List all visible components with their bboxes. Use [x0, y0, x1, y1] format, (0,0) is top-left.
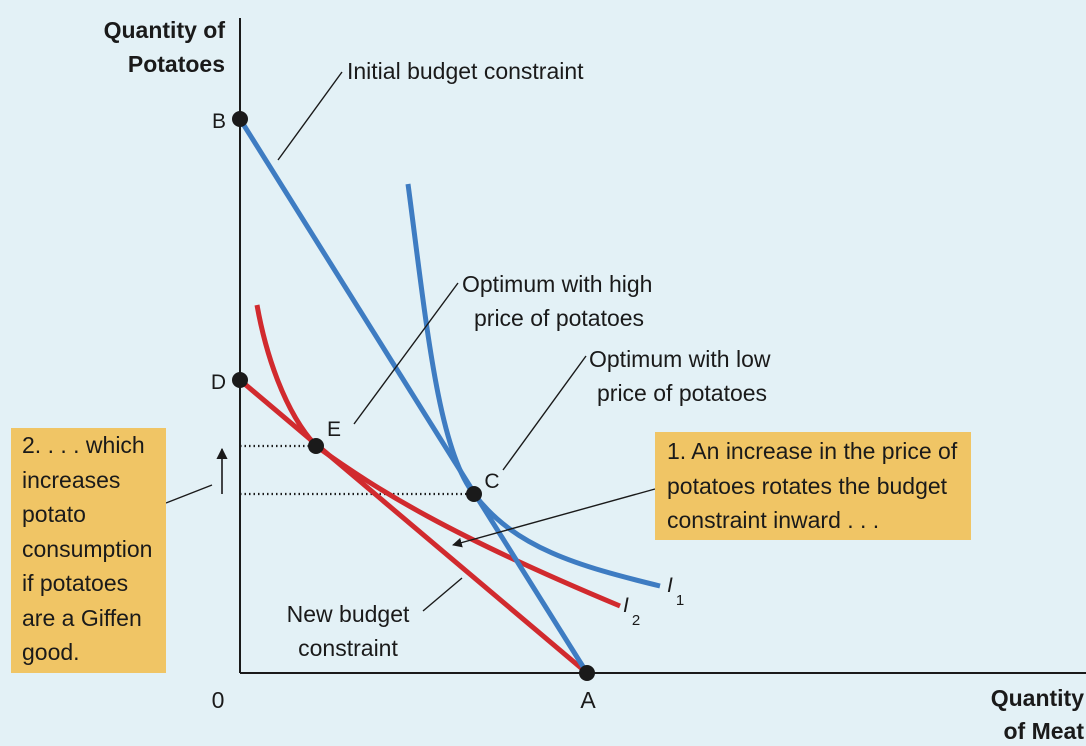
price-increase-callout-box: 1. An increase in the price of potatoes … — [655, 432, 971, 540]
new-budget-label-line2: constraint — [298, 635, 398, 661]
y-axis-title-line2: Potatoes — [128, 51, 225, 77]
giffen-callout-box: 2. . . . which increases potato consumpt… — [11, 428, 166, 673]
new-budget-label-line1: New budget — [287, 601, 410, 627]
increase-callout-line: constraint inward . . . — [667, 507, 880, 533]
optimum-low-label-line2: price of potatoes — [597, 380, 767, 406]
x-axis-title-line1: Quantity — [991, 685, 1084, 711]
point-c — [466, 486, 482, 502]
i2-letter: I — [623, 594, 629, 617]
initial-budget-line — [237, 117, 590, 675]
i2-subscript: 2 — [632, 612, 640, 629]
point-d-label: D — [211, 371, 226, 394]
i1-letter: I — [667, 574, 673, 597]
y-axis-title-line1: Quantity of — [104, 17, 226, 43]
increase-callout-line: potatoes rotates the budget — [667, 472, 948, 499]
point-c-label: C — [484, 470, 499, 493]
point-e-label: E — [327, 418, 341, 441]
optimum-low-label-line1: Optimum with low — [589, 346, 771, 372]
point-b-label: B — [212, 110, 226, 133]
rotation-arrow — [452, 488, 656, 548]
x-axis-title-line2: of Meat — [1004, 718, 1085, 744]
point-e — [308, 438, 324, 454]
point-a-label: A — [580, 687, 596, 713]
new-budget-line — [238, 378, 589, 675]
point-a — [579, 665, 595, 681]
leader-giffen — [165, 484, 213, 504]
point-d — [232, 372, 248, 388]
giffen-callout-line: potato — [22, 501, 86, 527]
increase-callout-line: 1. An increase in the price of — [667, 438, 958, 464]
initial-budget-label: Initial budget constraint — [347, 58, 584, 84]
giffen-callout-line: 2. . . . which — [22, 432, 145, 458]
giffen-callout-line: consumption — [22, 535, 153, 562]
leader-optimum-high — [353, 282, 459, 425]
point-b — [232, 111, 248, 127]
i1-label: I1 — [667, 574, 684, 609]
optimum-high-label-line2: price of potatoes — [474, 305, 644, 331]
giffen-callout-line: if potatoes — [22, 570, 129, 596]
optimum-high-label-line1: Optimum with high — [462, 271, 652, 297]
i1-subscript: 1 — [676, 592, 684, 609]
giffen-callout-line: good. — [22, 639, 80, 665]
leader-new-budget — [422, 577, 463, 612]
origin-label: 0 — [212, 687, 225, 713]
leader-initial-budget — [277, 71, 343, 161]
leader-optimum-low — [502, 355, 587, 471]
i2-label: I2 — [623, 594, 640, 629]
giffen-callout-line: are a Giffen — [22, 604, 142, 631]
giffen-callout-line: increases — [22, 466, 121, 493]
